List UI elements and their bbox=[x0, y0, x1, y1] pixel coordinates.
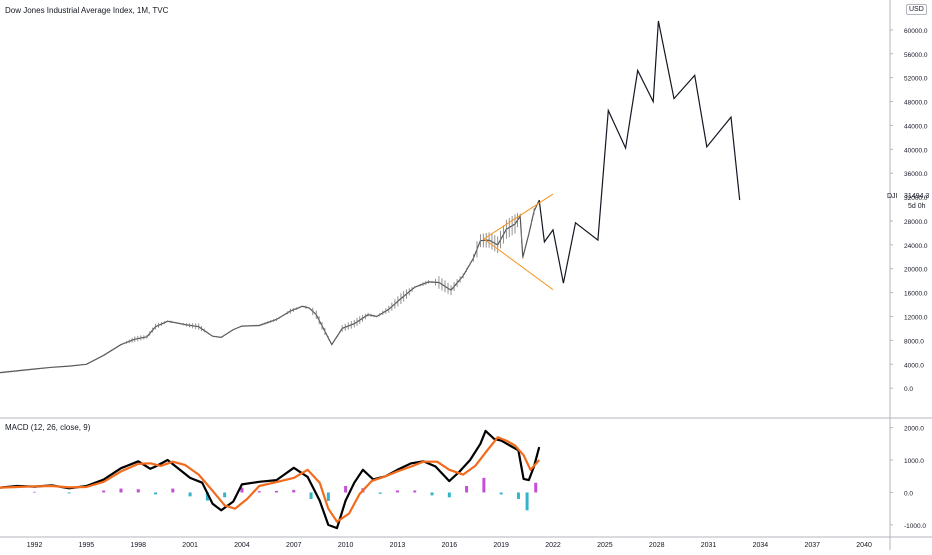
macd-tick-label: 2000.0 bbox=[904, 426, 924, 433]
price-tick-label: 12000.0 bbox=[904, 315, 928, 322]
signal-line bbox=[0, 436, 541, 523]
price-tick-label: 52000.0 bbox=[904, 76, 928, 83]
year-tick-label: 2013 bbox=[390, 542, 406, 549]
macd-histogram-bar bbox=[413, 490, 417, 493]
macd-histogram-bar bbox=[119, 488, 123, 493]
macd-histogram-bar bbox=[430, 492, 434, 496]
year-tick-label: 2022 bbox=[545, 542, 561, 549]
macd-histogram-bar bbox=[292, 489, 296, 493]
currency-label[interactable]: USD bbox=[906, 4, 927, 15]
triangle-lower-line bbox=[483, 238, 554, 291]
macd-histogram-bar bbox=[309, 492, 313, 499]
price-tick-label: 16000.0 bbox=[904, 291, 928, 298]
macd-histogram-bar bbox=[516, 492, 520, 499]
year-tick-label: 2019 bbox=[493, 542, 509, 549]
macd-line bbox=[0, 429, 541, 530]
macd-histogram-bar bbox=[33, 491, 37, 493]
macd-histogram-bar bbox=[188, 492, 192, 497]
price-tick-label: 24000.0 bbox=[904, 243, 928, 250]
price-tick-label: 40000.0 bbox=[904, 147, 928, 154]
triangle-upper-line bbox=[483, 193, 554, 240]
price-tick-label: 28000.0 bbox=[904, 219, 928, 226]
macd-histogram-bar bbox=[171, 488, 175, 493]
year-tick-label: 2004 bbox=[234, 542, 250, 549]
macd-histogram-bar bbox=[240, 487, 244, 493]
macd-histogram-bar bbox=[67, 492, 71, 494]
macd-tick-label: 1000.0 bbox=[904, 458, 924, 465]
year-tick-label: 1998 bbox=[130, 542, 146, 549]
year-tick-label: 2001 bbox=[182, 542, 198, 549]
year-tick-label: 1992 bbox=[27, 542, 43, 549]
macd-histogram-bar bbox=[482, 477, 486, 493]
macd-histogram-bar bbox=[378, 492, 382, 494]
last-price-label: 31494.3 bbox=[904, 193, 930, 200]
macd-tick-label: 0.0 bbox=[904, 490, 913, 497]
price-tick-label: 0.0 bbox=[904, 386, 913, 393]
symbol-label: DJI bbox=[887, 193, 898, 200]
macd-tick-label: -1000.0 bbox=[904, 523, 926, 530]
year-tick-label: 2007 bbox=[286, 542, 302, 549]
macd-histogram-bar bbox=[447, 492, 451, 498]
year-tick-label: 2016 bbox=[442, 542, 458, 549]
macd-label: MACD (12, 26, close, 9) bbox=[5, 423, 91, 432]
macd-histogram-bar bbox=[102, 490, 106, 493]
countdown-label: 5d 0h bbox=[908, 203, 926, 210]
price-history-line bbox=[0, 199, 540, 374]
year-tick-label: 2034 bbox=[753, 542, 769, 549]
price-tick-label: 60000.0 bbox=[904, 28, 928, 35]
macd-histogram-bar bbox=[154, 492, 158, 495]
macd-histogram-bar bbox=[223, 492, 227, 498]
macd-histogram-bar bbox=[395, 490, 399, 493]
year-tick-label: 2037 bbox=[804, 542, 820, 549]
macd-histogram-bar bbox=[499, 492, 503, 495]
year-tick-label: 1995 bbox=[79, 542, 95, 549]
macd-histogram-bar bbox=[275, 490, 279, 493]
price-tick-label: 4000.0 bbox=[904, 362, 924, 369]
macd-histogram-bar bbox=[205, 492, 209, 501]
chart-title: Dow Jones Industrial Average Index, 1M, … bbox=[5, 6, 169, 15]
projection-line bbox=[538, 20, 741, 284]
macd-histogram-bar bbox=[326, 492, 330, 501]
year-tick-label: 2031 bbox=[701, 542, 717, 549]
year-tick-label: 2040 bbox=[856, 542, 872, 549]
year-tick-label: 2028 bbox=[649, 542, 665, 549]
price-tick-label: 56000.0 bbox=[904, 52, 928, 59]
price-tick-label: 32000.0 bbox=[904, 195, 928, 202]
price-tick-label: 44000.0 bbox=[904, 123, 928, 130]
year-tick-label: 2010 bbox=[338, 542, 354, 549]
macd-histogram-bar bbox=[344, 485, 348, 493]
price-tick-label: 8000.0 bbox=[904, 338, 924, 345]
macd-histogram-bar bbox=[257, 491, 261, 493]
macd-histogram-bar bbox=[534, 482, 538, 493]
price-tick-label: 36000.0 bbox=[904, 171, 928, 178]
price-tick-label: 48000.0 bbox=[904, 100, 928, 107]
year-tick-label: 2025 bbox=[597, 542, 613, 549]
macd-histogram-bar bbox=[136, 489, 140, 493]
macd-histogram-bar bbox=[465, 485, 469, 493]
macd-histogram-bar bbox=[525, 492, 529, 511]
price-tick-label: 20000.0 bbox=[904, 267, 928, 274]
